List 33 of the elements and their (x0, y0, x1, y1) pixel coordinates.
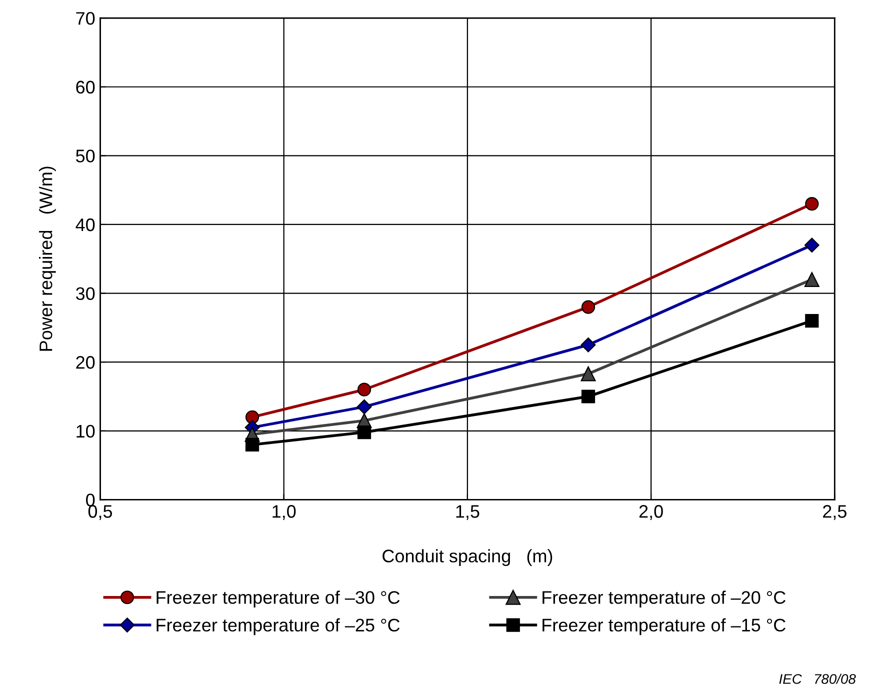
legend-label: Freezer temperature of –25 °C (156, 618, 400, 636)
point (580, 366, 596, 382)
legend-label: Freezer temperature of –30 °C (156, 590, 400, 608)
y-tick-label: 30 (76, 287, 95, 300)
point (245, 410, 260, 424)
y-tick-label: 70 (76, 12, 95, 25)
legend-label: Freezer temperature of –20 °C (542, 590, 786, 608)
x-tick-label: 2,0 (639, 505, 663, 520)
y-tick-label: 20 (76, 356, 95, 369)
y-tick-label: 40 (76, 218, 95, 232)
point (804, 272, 820, 288)
point (357, 382, 372, 396)
point (357, 425, 372, 440)
point (581, 390, 596, 404)
point (356, 399, 372, 414)
legend-label: Freezer temperature of –15 °C (542, 618, 786, 636)
y-tick-label: 60 (76, 80, 95, 94)
y-tick-label: 0 (86, 494, 95, 506)
x-tick-label: 1,0 (272, 505, 296, 520)
point (805, 314, 819, 328)
point (805, 197, 819, 211)
y-axis-title: Power required (W/m) (39, 166, 56, 351)
x-tick-label: 0,5 (88, 505, 112, 520)
y-tick-label: 50 (76, 150, 95, 162)
y-tick-label: 10 (76, 424, 95, 438)
x-axis-title: Conduit spacing (m) (382, 549, 552, 566)
x-tick-label: 2,5 (823, 505, 846, 520)
point (245, 438, 260, 452)
point (804, 238, 820, 253)
point (581, 300, 596, 314)
point (580, 337, 596, 352)
x-tick-label: 1,5 (456, 505, 480, 520)
text: IEC 780/08 (779, 674, 856, 684)
